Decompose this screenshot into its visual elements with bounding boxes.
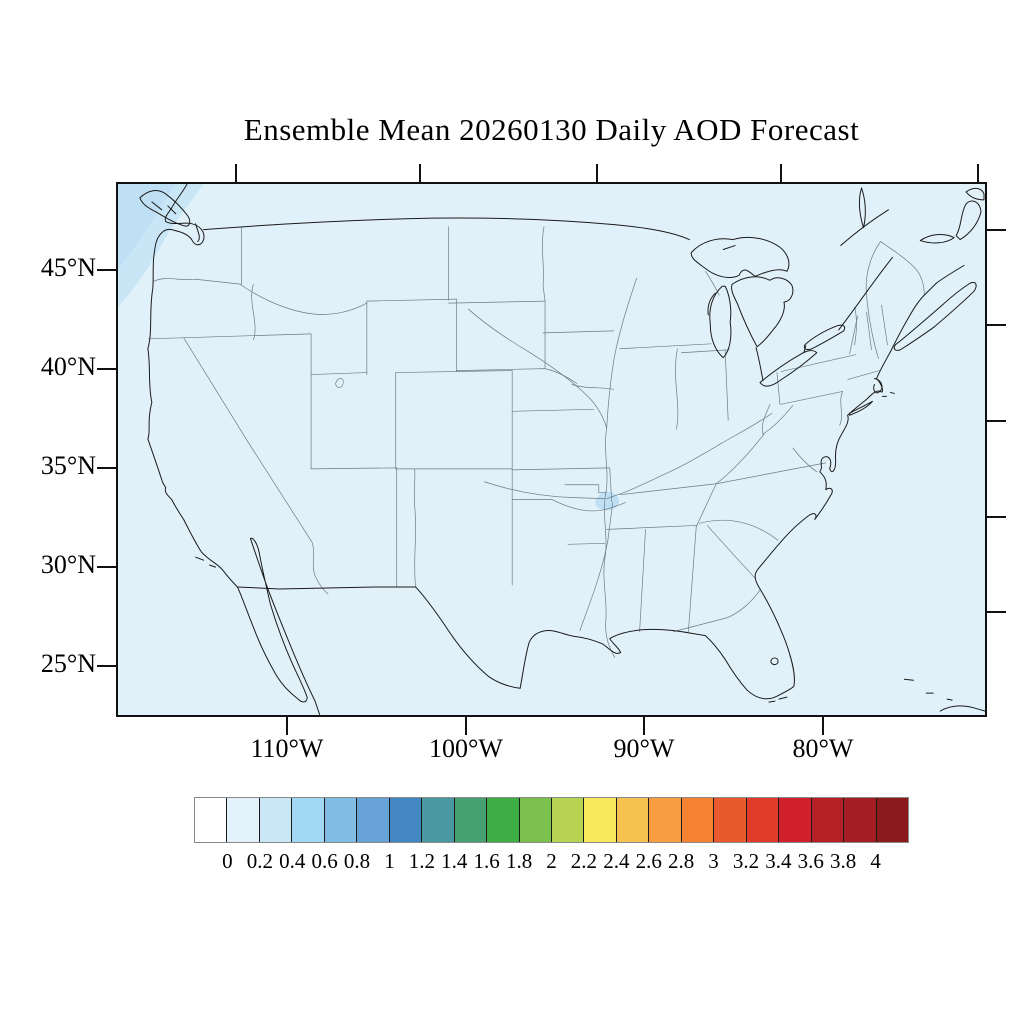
right-tick	[987, 324, 1006, 326]
colorbar-tick-label: 0.2	[246, 849, 273, 873]
lon-tick-label: 110°W	[250, 734, 324, 763]
colorbar-tick-label: 4	[870, 849, 881, 873]
top-tick	[780, 164, 782, 182]
colorbar-cell	[291, 798, 324, 842]
lat-tick	[97, 368, 116, 370]
lat-tick-label: 40°N	[40, 352, 96, 381]
colorbar-cell	[550, 798, 584, 842]
colorbar-tick-label: 1.6	[473, 849, 500, 873]
top-tick	[596, 164, 598, 182]
colorbar-tick-label: 2.8	[668, 849, 695, 873]
lat-tick	[97, 269, 116, 271]
colorbar	[194, 797, 909, 843]
colorbar-cell	[680, 798, 714, 842]
colorbar-tick-label: 3.8	[830, 849, 857, 873]
colorbar-cell	[875, 798, 908, 842]
colorbar-tick-label: 1.2	[408, 849, 435, 873]
colorbar-cell	[583, 798, 616, 842]
top-tick	[235, 164, 237, 182]
colorbar-cell	[421, 798, 454, 842]
lat-tick	[97, 467, 116, 469]
right-tick	[987, 229, 1006, 231]
colorbar-cell	[356, 798, 389, 842]
colorbar-cell	[810, 798, 844, 842]
colorbar-cell	[648, 798, 681, 842]
colorbar-tick-label: 2	[546, 849, 557, 873]
colorbar-cell	[226, 798, 259, 842]
lon-tick-label: 100°W	[429, 734, 503, 763]
right-tick	[987, 516, 1006, 518]
colorbar-tick-label: 2.2	[570, 849, 598, 873]
right-tick	[987, 611, 1006, 613]
colorbar-tick-label: 0	[222, 849, 233, 873]
top-tick	[977, 164, 979, 182]
colorbar-labels: 0 0.2 0.4 0.6 0.8 1 1.2 1.4 1.6 1.8 2 2.2 2.4 2.6 2.8 3…	[195, 849, 908, 875]
colorbar-tick-label: 1.4	[441, 849, 468, 873]
colorbar-tick-label: 3.6	[797, 849, 824, 873]
colorbar-tick-label: 0.6	[311, 849, 338, 873]
colorbar-cell	[195, 798, 227, 842]
lon-tick	[643, 717, 645, 735]
colorbar-cell	[843, 798, 876, 842]
lat-tick-label: 30°N	[40, 550, 96, 579]
lat-tick-label: 45°N	[40, 253, 96, 282]
lon-tick	[822, 717, 824, 735]
lat-tick	[97, 665, 116, 667]
lat-tick	[97, 566, 116, 568]
state-borders	[148, 226, 925, 658]
colorbar-cell	[323, 798, 357, 842]
colorbar-cell	[518, 798, 551, 842]
colorbar-tick-label: 1.8	[505, 849, 533, 873]
colorbar-tick-label: 1	[384, 849, 395, 873]
colorbar-tick-label: 0.4	[279, 849, 306, 873]
lon-tick	[286, 717, 288, 735]
colorbar-cell	[453, 798, 487, 842]
map-panel	[116, 182, 987, 717]
colorbar-tick-label: 2.4	[603, 849, 630, 873]
colorbar-tick-label: 2.6	[635, 849, 662, 873]
right-tick	[987, 420, 1006, 422]
lat-tick-label: 35°N	[40, 451, 96, 480]
us-map-svg	[118, 184, 985, 715]
lon-tick-label: 90°W	[613, 734, 675, 763]
lon-tick-label: 80°W	[792, 734, 854, 763]
lon-tick	[465, 717, 467, 735]
colorbar-cell	[778, 798, 811, 842]
colorbar-cell	[615, 798, 649, 842]
colorbar-cell	[745, 798, 779, 842]
colorbar-tick-label: 3.2	[732, 849, 760, 873]
colorbar-tick-label: 3.4	[765, 849, 792, 873]
plot-title: Ensemble Mean 20260130 Daily AOD Forecas…	[243, 112, 860, 147]
colorbar-cell	[388, 798, 422, 842]
colorbar-tick-label: 3	[708, 849, 719, 873]
colorbar-cell	[486, 798, 519, 842]
lat-tick-label: 25°N	[40, 649, 96, 678]
colorbar-tick-label: 0.8	[343, 849, 371, 873]
coastlines	[139, 184, 985, 715]
aod-patch-memphis	[595, 491, 620, 511]
colorbar-cell	[258, 798, 292, 842]
top-tick	[419, 164, 421, 182]
aod-patch-pacific-northwest-core	[118, 184, 176, 270]
colorbar-cell	[713, 798, 746, 842]
